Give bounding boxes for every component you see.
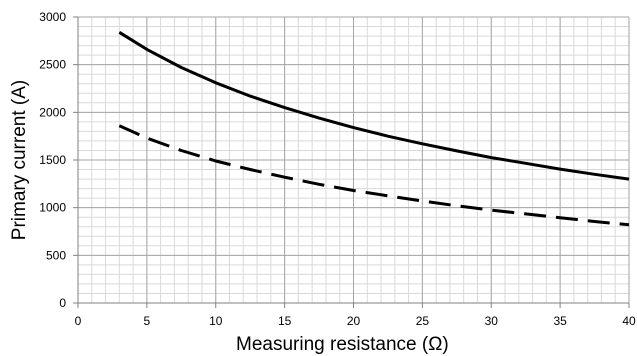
x-tick-label: 35: [553, 314, 567, 328]
plot-frame: [73, 16, 630, 308]
y-tick-label: 2500: [39, 58, 66, 72]
y-tick-labels: 0 500 1000 1500 2000 2500 3000: [39, 10, 66, 310]
y-tick-label: 500: [46, 248, 66, 262]
series-layer: [118, 31, 630, 227]
solid-series-line: [118, 31, 630, 181]
y-tick-label: 3000: [39, 10, 66, 24]
x-tick-label: 20: [347, 314, 361, 328]
dashed-series-line: [118, 124, 630, 227]
x-tick-label: 0: [75, 314, 82, 328]
x-tick-labels: 0 5 10 15 20 25 30 35 40: [75, 314, 636, 328]
y-tick-label: 2000: [39, 105, 66, 119]
x-tick-label: 25: [416, 314, 430, 328]
x-tick-label: 5: [144, 314, 151, 328]
x-tick-label: 30: [485, 314, 499, 328]
x-tick-label: 40: [622, 314, 636, 328]
x-tick-label: 15: [278, 314, 292, 328]
x-tick-label: 10: [209, 314, 223, 328]
y-tick-label: 1000: [39, 201, 66, 215]
y-axis-title: Primary current (A): [9, 80, 30, 240]
y-tick-label: 1500: [39, 153, 66, 167]
y-tick-label: 0: [59, 296, 66, 310]
x-axis-title: Measuring resistance (Ω): [236, 334, 449, 355]
